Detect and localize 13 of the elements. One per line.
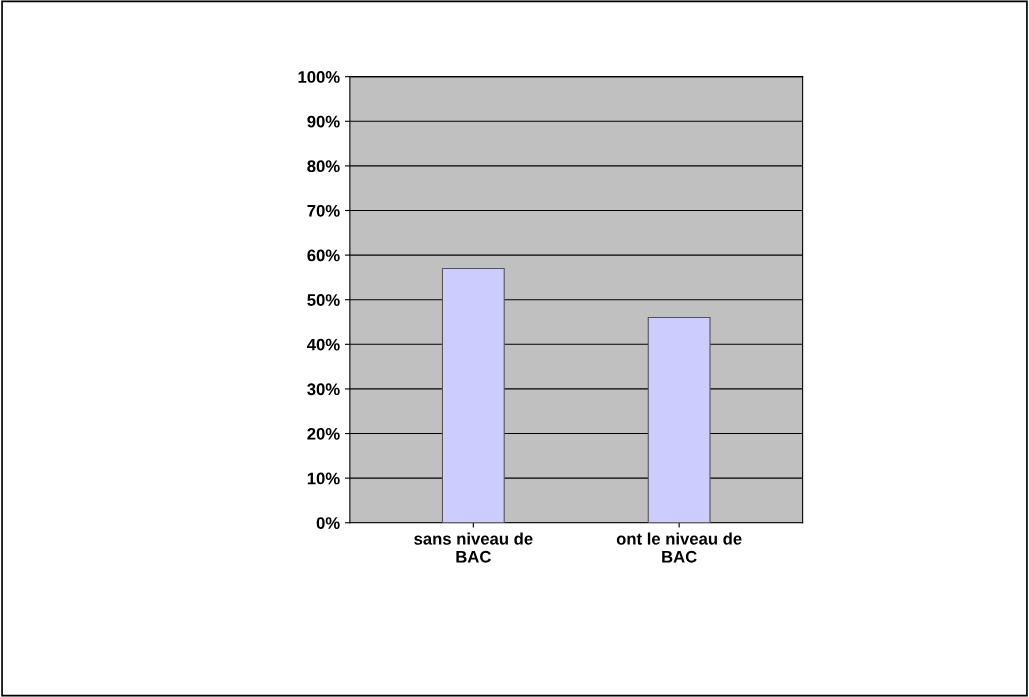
y-tick-label: 50% — [307, 294, 340, 306]
y-tick-label: 40% — [307, 338, 340, 351]
y-tick-label: 70% — [307, 204, 340, 217]
y-tick-label: 10% — [307, 472, 340, 485]
y-tick-label: 0% — [316, 517, 340, 529]
y-tick-label: 100% — [298, 71, 340, 83]
y-tick-label: 20% — [307, 427, 340, 440]
y-tick-label: 80% — [307, 160, 340, 173]
y-tick-label: 30% — [307, 383, 340, 396]
x-tick-label: ont le niveau de BAC — [616, 532, 742, 563]
y-tick-label: 90% — [307, 115, 340, 128]
y-tick-label: 60% — [307, 249, 340, 262]
x-tick-label: sans niveau de BAC — [414, 532, 533, 563]
